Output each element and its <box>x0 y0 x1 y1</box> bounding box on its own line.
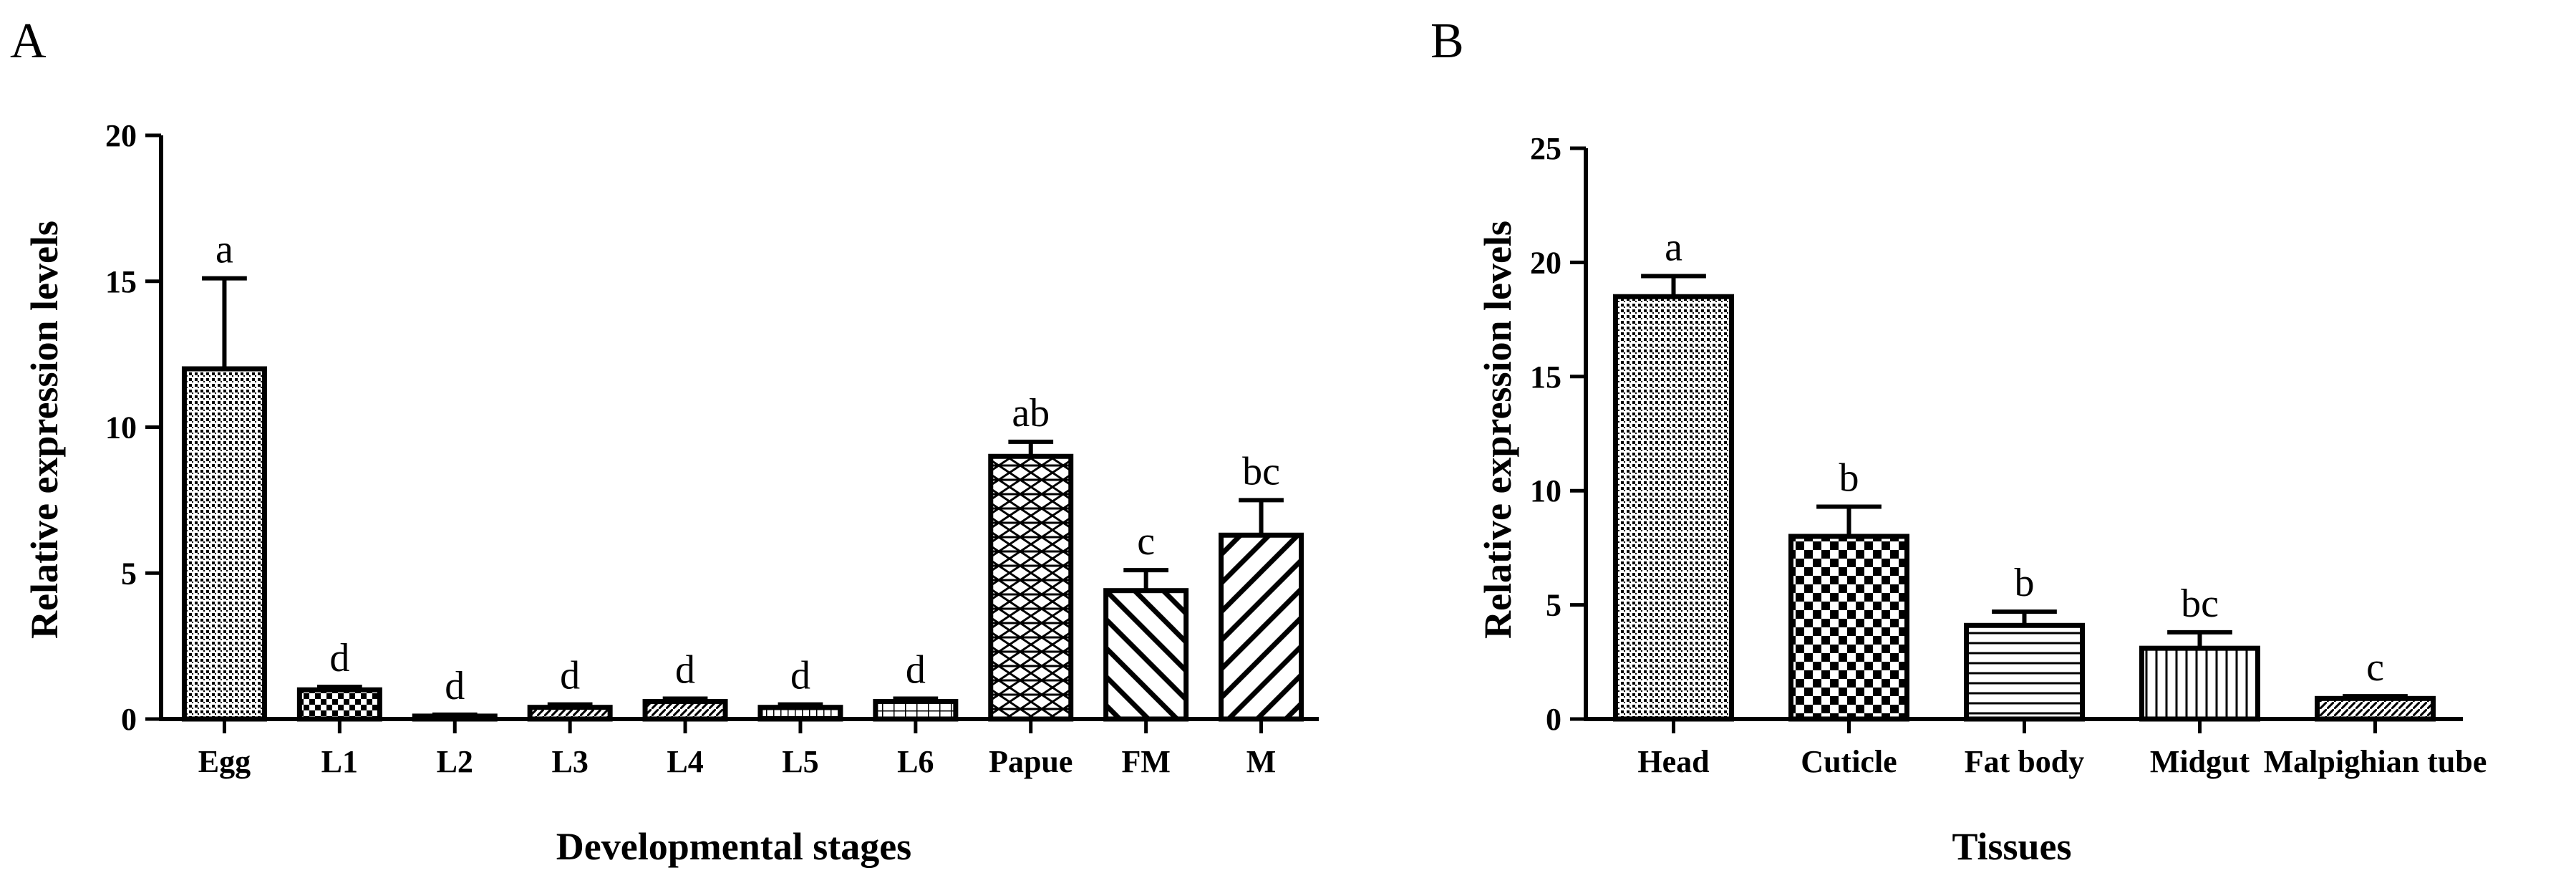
significance-label: d <box>329 636 349 680</box>
chart-panel-a: 0 5 10 15 20 Egg a L1 d L2 d L3 d L4 d L5 d L6 d Papue ab FM c… <box>23 118 1319 868</box>
significance-label: c <box>1137 519 1155 564</box>
bar-l2 <box>412 713 498 722</box>
x-tick-label: Egg <box>198 744 251 779</box>
x-tick-label: L3 <box>551 744 588 779</box>
y-tick-label: 0 <box>121 702 137 737</box>
y-tick-label: 0 <box>1546 702 1561 737</box>
x-tick-label: L4 <box>667 744 703 779</box>
bar-egg <box>181 366 267 722</box>
x-tick-label: Midgut <box>2150 744 2250 779</box>
y-tick-label: 20 <box>1530 245 1561 280</box>
bar-l4 <box>642 699 728 722</box>
significance-label: d <box>445 664 465 708</box>
bar-l3 <box>527 705 613 722</box>
chart-panel-b: 0 5 10 15 20 25 Head a Cuticle b Fat body b Midgut bc… <box>1476 131 2487 868</box>
bar-l5 <box>757 705 843 722</box>
panel-letter-b: B <box>1430 14 1464 69</box>
bar-head <box>1613 294 1734 722</box>
panel-letter-a: A <box>10 14 47 69</box>
x-axis-title: Developmental stages <box>556 825 911 868</box>
y-tick-label: 15 <box>105 264 137 299</box>
bar-m <box>1219 532 1304 722</box>
x-tick-label: Fat body <box>1965 744 2084 779</box>
x-tick-label: L1 <box>321 744 358 779</box>
significance-label: bc <box>2181 582 2219 626</box>
significance-label: c <box>2366 645 2384 690</box>
x-tick-label: L6 <box>897 744 934 779</box>
significance-label: b <box>1839 456 1859 501</box>
significance-label: bc <box>1242 449 1280 493</box>
bar-papue <box>988 453 1074 722</box>
significance-label: ab <box>1012 391 1050 435</box>
x-tick-label: Head <box>1637 744 1709 779</box>
y-tick-label: 15 <box>1530 360 1561 395</box>
y-tick-label: 10 <box>105 410 137 445</box>
y-axis-title: Relative expression levels <box>23 221 66 639</box>
significance-label: a <box>1665 226 1682 270</box>
significance-label: d <box>906 647 926 692</box>
bar-fm <box>1103 588 1189 722</box>
bar-l6 <box>873 699 959 722</box>
y-tick-label: 5 <box>121 556 137 591</box>
x-axis-title: Tissues <box>1952 825 2071 868</box>
significance-label: d <box>790 654 810 698</box>
x-tick-label: L2 <box>437 744 473 779</box>
significance-label: d <box>675 647 695 692</box>
bar-midgut <box>2139 645 2260 722</box>
significance-label: a <box>216 228 233 272</box>
y-tick-label: 5 <box>1546 588 1561 623</box>
x-tick-label: Malpighian tube <box>2264 744 2487 779</box>
significance-label: d <box>560 654 580 698</box>
bar-l1 <box>296 687 382 722</box>
x-tick-label: Cuticle <box>1801 744 1897 779</box>
bar-malpighian-tube <box>2315 695 2436 722</box>
bar-cuticle <box>1788 534 1909 722</box>
significance-label: b <box>2015 561 2035 605</box>
y-tick-label: 25 <box>1530 131 1561 166</box>
x-tick-label: L5 <box>782 744 818 779</box>
y-tick-label: 10 <box>1530 473 1561 508</box>
x-tick-label: Papue <box>989 744 1072 779</box>
x-tick-label: FM <box>1121 744 1170 779</box>
bar-fat-body <box>1964 622 2085 722</box>
x-tick-label: M <box>1246 744 1277 779</box>
y-tick-label: 20 <box>105 118 137 153</box>
y-axis-title: Relative expression levels <box>1476 221 1519 639</box>
